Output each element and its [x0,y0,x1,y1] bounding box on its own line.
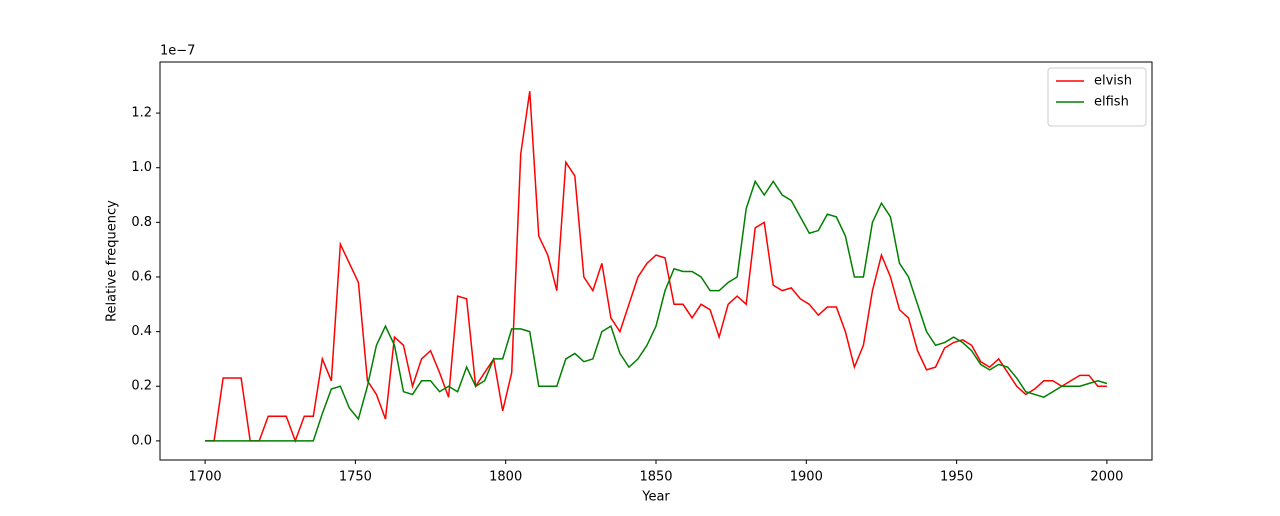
data-line [205,91,1107,444]
x-tick-label: 1950 [940,470,973,485]
x-tick-label: 2000 [1090,470,1123,485]
y-tick-label: 1.0 [131,160,152,175]
y-axis-label: Relative frequency [105,200,120,322]
legend-label: elfish [1094,95,1129,110]
y-tick-label: 0.6 [131,269,152,284]
y-tick-label: 0.2 [131,379,152,394]
x-tick-label: 1750 [339,470,372,485]
y-tick-label: 0.8 [131,215,152,230]
x-tick-label: 1700 [189,470,222,485]
x-tick-label: 1850 [639,470,672,485]
y-tick-label: 0.4 [131,324,152,339]
y-offset-label: 1e−7 [160,44,195,59]
y-tick-label: 1.2 [131,106,152,121]
x-tick-label: 1800 [489,470,522,485]
x-tick-label: 1900 [790,470,823,485]
legend-label: elvish [1094,74,1132,89]
x-axis-label: Year [641,490,670,505]
y-tick-label: 0.0 [131,433,152,448]
data-line [205,179,1108,442]
plot-frame [159,61,1153,461]
legend-box [1047,67,1147,127]
